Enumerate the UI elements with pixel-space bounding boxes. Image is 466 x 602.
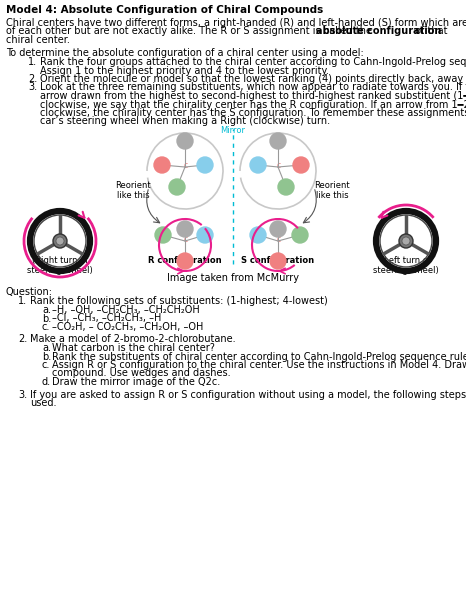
Text: Assign R or S configuration to the chiral center. Use the instructions in Model : Assign R or S configuration to the chira… (52, 360, 466, 370)
Circle shape (250, 157, 266, 173)
Circle shape (197, 157, 213, 173)
Circle shape (53, 234, 67, 248)
Circle shape (292, 227, 308, 243)
Text: absolute configuration: absolute configuration (316, 26, 441, 37)
Text: used.: used. (30, 398, 56, 408)
Text: 2: 2 (284, 182, 288, 191)
Text: Mirror: Mirror (220, 126, 246, 135)
Text: clockwise, the chirality center has the S configuration. To remember these assig: clockwise, the chirality center has the … (40, 108, 466, 118)
Text: 4: 4 (183, 137, 187, 146)
Text: 1: 1 (160, 161, 164, 170)
Circle shape (270, 221, 286, 237)
Text: 1: 1 (299, 161, 303, 170)
Text: Rank the four groups attached to the chiral center according to Cahn-Ingold-Prel: Rank the four groups attached to the chi… (40, 57, 466, 67)
Text: b.: b. (42, 314, 51, 323)
Text: of each other but are not exactly alike. The R or S assignment is called the: of each other but are not exactly alike.… (6, 26, 375, 37)
Text: b.: b. (42, 352, 51, 361)
Text: c: c (277, 161, 281, 170)
Text: c: c (277, 235, 281, 244)
Text: c: c (184, 161, 188, 170)
Text: Reorient
like this: Reorient like this (115, 181, 151, 200)
Text: car’s steering wheel when making a Right (clockwise) turn.: car’s steering wheel when making a Right… (40, 117, 330, 126)
Circle shape (169, 179, 185, 195)
Text: Look at the three remaining substituents, which now appear to radiate towards yo: Look at the three remaining substituents… (40, 82, 466, 93)
Text: Chiral centers have two different forms, a right-handed (R) and left-handed (S) : Chiral centers have two different forms,… (6, 18, 466, 28)
Text: 1.: 1. (18, 297, 27, 306)
Text: 3: 3 (255, 161, 260, 170)
Text: 1: 1 (183, 256, 187, 265)
Text: 2: 2 (175, 182, 179, 191)
Circle shape (177, 221, 193, 237)
Text: –H, –OH, –CH₂CH₃, –CH₂CH₂OH: –H, –OH, –CH₂CH₃, –CH₂CH₂OH (52, 305, 200, 315)
Text: 1.: 1. (28, 57, 37, 67)
Text: c: c (184, 235, 188, 244)
Text: d.: d. (42, 377, 51, 387)
Circle shape (399, 234, 413, 248)
Text: 3: 3 (203, 161, 207, 170)
Text: What carbon is the chiral center?: What carbon is the chiral center? (52, 343, 215, 353)
Circle shape (197, 227, 213, 243)
Text: 2.: 2. (28, 74, 37, 84)
Text: a.: a. (42, 305, 51, 315)
Text: 4: 4 (275, 137, 281, 146)
Text: Model 4: Absolute Configuration of Chiral Compounds: Model 4: Absolute Configuration of Chira… (6, 5, 323, 15)
Circle shape (250, 227, 266, 243)
Text: Question:: Question: (6, 287, 53, 297)
Circle shape (177, 133, 193, 149)
Text: 2: 2 (298, 231, 302, 240)
Circle shape (56, 237, 64, 245)
Text: a.: a. (42, 343, 51, 353)
Circle shape (154, 157, 170, 173)
Text: (Left turn of
steering wheel): (Left turn of steering wheel) (373, 256, 439, 275)
Text: 3.: 3. (18, 389, 27, 400)
Text: R configuration: R configuration (148, 256, 222, 265)
Text: (Right turn of
steering wheel): (Right turn of steering wheel) (27, 256, 93, 275)
Text: clockwise, we say that the chirality center has the R configuration. If an arrow: clockwise, we say that the chirality cen… (40, 99, 466, 110)
Text: Orient the molecule or model so that the lowest ranking (4) points directly back: Orient the molecule or model so that the… (40, 74, 466, 84)
Text: 3: 3 (255, 231, 260, 240)
Text: If you are asked to assign R or S configuration without using a model, the follo: If you are asked to assign R or S config… (30, 389, 466, 400)
Text: 2: 2 (161, 231, 165, 240)
Text: Make a model of 2-bromo-2-chlorobutane.: Make a model of 2-bromo-2-chlorobutane. (30, 335, 236, 344)
Text: arrow drawn from the highest to second-highest to third-highest ranked substitue: arrow drawn from the highest to second-h… (40, 91, 466, 101)
Circle shape (177, 253, 193, 269)
Text: chiral center.: chiral center. (6, 35, 70, 45)
Text: c.: c. (42, 360, 50, 370)
Circle shape (278, 179, 294, 195)
Text: –Cl, –CH₃, –CH₂CH₃, –H: –Cl, –CH₃, –CH₂CH₃, –H (52, 314, 161, 323)
Circle shape (402, 237, 410, 245)
Text: 2.: 2. (18, 335, 27, 344)
Circle shape (293, 157, 309, 173)
Text: Rank the following sets of substituents: (1-highest; 4-lowest): Rank the following sets of substituents:… (30, 297, 328, 306)
Circle shape (270, 253, 286, 269)
Text: compound. Use wedges and dashes.: compound. Use wedges and dashes. (52, 368, 231, 379)
Text: Assign 1 to the highest priority and 4 to the lowest priority.: Assign 1 to the highest priority and 4 t… (40, 66, 329, 75)
Circle shape (155, 227, 171, 243)
Text: –CO₂H, – CO₂CH₃, –CH₂OH, –OH: –CO₂H, – CO₂CH₃, –CH₂OH, –OH (52, 322, 203, 332)
Text: c.: c. (42, 322, 50, 332)
Text: To determine the absolute configuration of a chiral center using a model:: To determine the absolute configuration … (6, 48, 364, 58)
Text: 1: 1 (275, 256, 281, 265)
Text: 4: 4 (275, 225, 281, 234)
Text: Image taken from McMurry: Image taken from McMurry (167, 273, 299, 283)
Text: 4: 4 (183, 225, 187, 234)
Text: of that: of that (412, 26, 447, 37)
Circle shape (270, 133, 286, 149)
Text: Rank the substituents of chiral center according to Cahn-Ingold-Prelog sequence : Rank the substituents of chiral center a… (52, 352, 466, 361)
Text: 3.: 3. (28, 82, 37, 93)
Text: Draw the mirror image of the Q2c.: Draw the mirror image of the Q2c. (52, 377, 220, 387)
Text: Reorient
like this: Reorient like this (314, 181, 350, 200)
Text: S configuration: S configuration (241, 256, 315, 265)
Text: 3: 3 (203, 231, 207, 240)
